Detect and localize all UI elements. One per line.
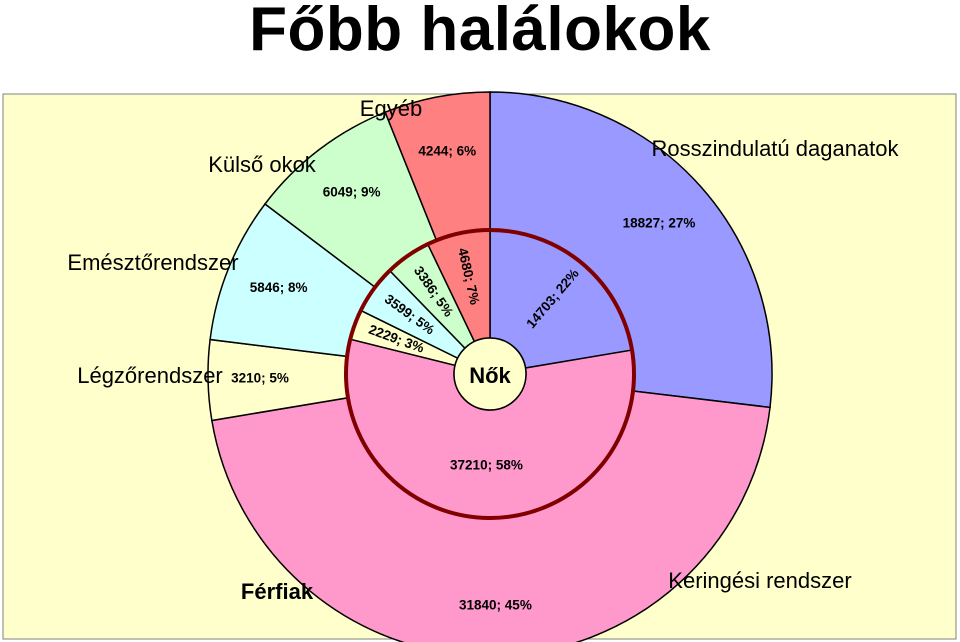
outer-data-label-kulso-okok: 6049; 9% <box>323 184 381 199</box>
outer-data-label-keringesi-rendszer: 31840; 45% <box>459 597 532 612</box>
outer-data-label-emesztorendszer: 5846; 8% <box>250 280 308 295</box>
category-label-rosszindulatu-daganatok: Rosszindulatú daganatok <box>651 136 899 161</box>
outer-data-label-egyeb: 4244; 6% <box>418 144 476 159</box>
center-hole <box>453 337 527 411</box>
inner-data-label-keringesi-rendszer: 37210; 58% <box>450 457 523 472</box>
outer-data-label-legzorendszer: 3210; 5% <box>231 371 289 386</box>
chart-title: Főbb halálokok <box>249 0 711 64</box>
category-label-kulso-okok: Külső okok <box>208 152 317 177</box>
category-label-keringesi-rendszer: Keringési rendszer <box>668 568 851 593</box>
category-label-emesztorendszer: Emésztőrendszer <box>67 250 238 275</box>
inner-ring-border <box>344 228 636 520</box>
category-label-legzorendszer: Légzőrendszer <box>77 363 223 388</box>
series-label-ferfiak: Férfiak <box>241 579 314 604</box>
category-label-egyeb: Egyéb <box>360 96 422 121</box>
outer-data-label-rosszindulatu-daganatok: 18827; 27% <box>623 216 696 231</box>
outer-ring <box>207 91 773 642</box>
series-label-nok: Nők <box>469 363 511 388</box>
